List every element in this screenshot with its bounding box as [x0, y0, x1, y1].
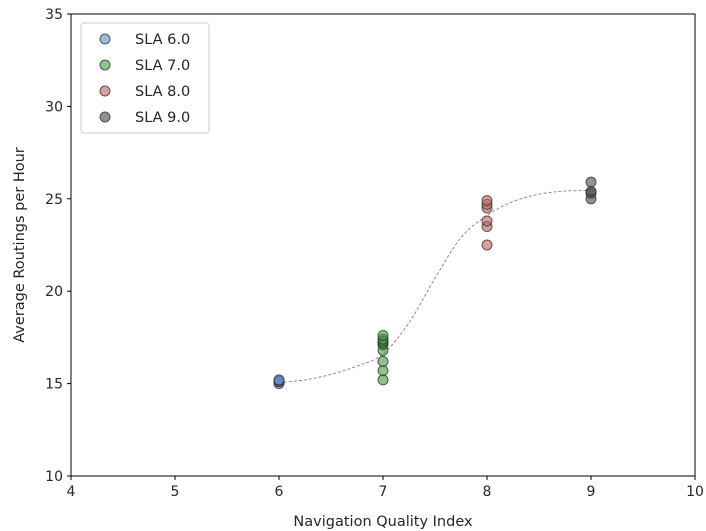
legend-label: SLA 9.0: [135, 110, 190, 126]
x-axis-title: Navigation Quality Index: [293, 514, 473, 530]
data-point-series-3: [481, 215, 493, 227]
data-point-series-4: [585, 176, 597, 188]
x-tick-label: 7: [379, 484, 388, 500]
legend-box: [80, 22, 210, 134]
data-point-series-4: [585, 185, 597, 197]
legend-label: SLA 6.0: [135, 32, 190, 48]
legend: SLA 6.0 SLA 7.0 SLA 8.0 SLA 9.0: [80, 22, 210, 134]
trend-line: [278, 190, 592, 384]
y-tick-label: 10: [45, 469, 63, 485]
y-axis: 10 15 20 25 30 35: [45, 7, 71, 485]
x-tick-label: 5: [171, 484, 180, 500]
data-point-series-2: [377, 330, 389, 342]
x-tick-label: 10: [686, 484, 704, 500]
y-tick-label: 20: [45, 284, 63, 300]
legend-marker: [99, 59, 111, 71]
legend-label: SLA 7.0: [135, 58, 190, 74]
data-point-series-2: [377, 365, 389, 377]
legend-marker: [99, 33, 111, 45]
trend-line-layer: [278, 190, 592, 384]
points-layer: [273, 176, 597, 390]
legend-marker: [99, 85, 111, 97]
data-point-series-3: [481, 239, 493, 251]
y-axis-title: Average Routings per Hour: [12, 147, 28, 343]
y-tick-label: 35: [45, 7, 63, 23]
x-axis: 4 5 6 7 8 9 10: [67, 476, 704, 500]
x-tick-label: 6: [275, 484, 284, 500]
x-tick-label: 9: [587, 484, 596, 500]
y-tick-label: 15: [45, 377, 63, 393]
x-tick-label: 8: [483, 484, 492, 500]
data-point-series-2: [377, 374, 389, 386]
y-tick-label: 25: [45, 192, 63, 208]
legend-marker: [99, 111, 111, 123]
legend-label: SLA 8.0: [135, 84, 190, 100]
data-point-series-1: [273, 374, 285, 386]
data-point-series-2: [377, 355, 389, 367]
x-tick-label: 4: [67, 484, 76, 500]
data-point-series-3: [481, 195, 493, 207]
y-tick-label: 30: [45, 99, 63, 115]
